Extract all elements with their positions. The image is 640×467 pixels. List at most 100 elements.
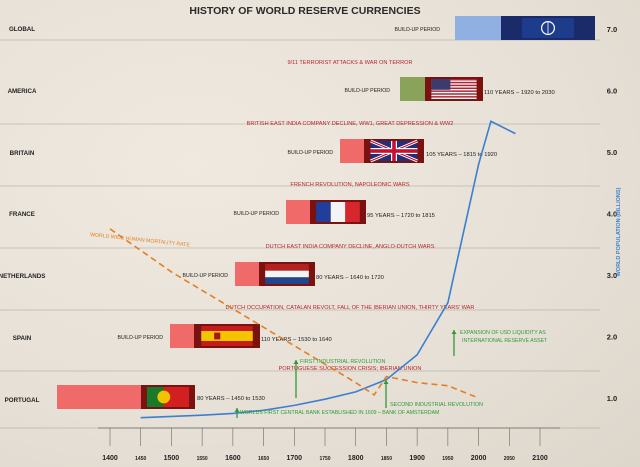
flag-icon-es <box>201 326 253 346</box>
x-tick-label: 1700 <box>286 455 302 462</box>
mortality-label: WORLD WIDE HUMAN MORTALITY RATE <box>90 232 191 248</box>
annotation-first-industrial: FIRST INDUSTRIAL REVOLUTION <box>300 359 385 365</box>
series-point <box>374 394 375 395</box>
row-portugal: PORTUGAL 80 YEARS – 1450 to 1530 <box>5 385 265 409</box>
series-point <box>324 399 325 400</box>
x-tick-label: 2000 <box>471 455 487 462</box>
y-tick-label: 4.0 <box>607 210 617 219</box>
flag-stripe <box>431 87 477 89</box>
buildup-bar <box>455 16 501 40</box>
event-label: 9/11 TERRORIST ATTACKS & WAR ON TERROR <box>287 60 412 66</box>
row-label: FRANCE <box>9 211 35 218</box>
series-point <box>232 308 233 309</box>
series-point <box>109 228 110 229</box>
row-label: BRITAIN <box>10 150 35 157</box>
x-tick-label: 1500 <box>164 455 180 462</box>
flag-stripe <box>345 202 360 222</box>
series-point <box>478 164 479 165</box>
buildup-bar <box>235 262 259 286</box>
flag-stripe <box>330 202 346 222</box>
flag-emblem <box>157 390 171 404</box>
annotation-second-industrial: SECOND INDUSTRIAL REVOLUTION <box>390 402 483 408</box>
x-tick-label: 2100 <box>532 455 548 462</box>
x-tick-label: 1600 <box>225 455 241 462</box>
x-tick-label: 2050 <box>504 456 515 462</box>
series-point <box>386 379 387 380</box>
buildup-bar <box>400 77 425 101</box>
annotations: FIRST INDUSTRIAL REVOLUTION SECOND INDUST… <box>234 330 548 418</box>
y-tick-label: 7.0 <box>607 25 617 34</box>
flag-stripe <box>265 264 309 271</box>
buildup-label: BUILD-UP PERIOD <box>234 211 280 217</box>
row-america: AMERICA BUILD-UP PERIOD 110 YEARS – 1920 t… <box>8 77 555 127</box>
flag-icon-nl <box>265 264 309 284</box>
flag-stripe <box>431 80 477 82</box>
series-line <box>140 120 516 419</box>
row-label: NETHERLANDS <box>0 273 45 280</box>
buildup-label: BUILD-UP PERIOD <box>183 273 229 279</box>
series-point <box>140 417 141 418</box>
flag-icon-us <box>431 79 477 99</box>
flag-emblem <box>214 332 221 340</box>
row-global: GLOBAL BUILD-UP PERIOD 9/11 TERRORIST ATTA… <box>9 16 595 66</box>
flag-icon-pt <box>146 387 190 407</box>
period-label: 80 YEARS – 1450 to 1530 <box>197 396 265 402</box>
flag-stripe <box>201 331 253 341</box>
y-tick-label: 6.0 <box>607 87 617 96</box>
series-point <box>140 250 141 251</box>
row-label: PORTUGAL <box>5 397 40 404</box>
x-tick-label: 1750 <box>319 456 330 462</box>
flag-cross <box>370 149 418 153</box>
buildup-bar <box>340 139 364 163</box>
flag-stripe <box>431 83 477 85</box>
flag-icon-uk <box>370 139 418 163</box>
flag-stripe <box>431 93 477 95</box>
period-label: 80 YEARS – 1640 to 1720 <box>316 275 384 281</box>
annotation-usd-liquidity-2: INTERNATIONAL RESERVE ASSET <box>462 338 548 344</box>
event-label: DUTCH OCCUPATION, CATALAN REVOLT, FALL O… <box>226 305 475 311</box>
buildup-label: BUILD-UP PERIOD <box>395 27 441 33</box>
row-netherlands: NETHERLANDS BUILD-UP PERIOD 80 YEARS – 164… <box>0 262 474 311</box>
buildup-label: BUILD-UP PERIOD <box>345 88 391 94</box>
flag-emblem <box>540 21 555 36</box>
series-point <box>202 290 203 291</box>
flag-stripe <box>163 387 190 407</box>
series-point <box>294 345 295 346</box>
annotation-central-bank: WORLDS FIRST CENTRAL BANK ESTABLISHED IN… <box>240 410 439 416</box>
flag-stripe <box>316 202 331 222</box>
x-tick-label: 1450 <box>135 456 146 462</box>
flag-stripe <box>431 91 477 94</box>
period-label: 110 YEARS – 1920 to 2030 <box>484 90 555 96</box>
period-label: 95 YEARS – 1720 to 1815 <box>367 213 435 219</box>
x-tick-label: 1800 <box>348 455 364 462</box>
series-point <box>171 416 172 417</box>
series-point <box>263 327 264 328</box>
series-point <box>478 397 479 398</box>
flag-icon-un <box>522 18 574 38</box>
flag-stripe <box>265 277 309 284</box>
x-tick-label: 1650 <box>258 456 269 462</box>
row-spain: SPAIN BUILD-UP PERIOD 110 YEARS – 1530 to … <box>13 324 422 372</box>
event-label: FRENCH REVOLUTION, NAPOLEONIC WARS <box>290 182 409 188</box>
buildup-label: BUILD-UP PERIOD <box>118 335 164 341</box>
x-tick-label: 1850 <box>381 456 392 462</box>
flag-canton <box>431 79 451 90</box>
annotation-usd-liquidity: EXPANSION OF USD LIQUIDITY AS <box>460 330 546 336</box>
x-tick-label: 1400 <box>102 455 118 462</box>
series-point <box>171 271 172 272</box>
flag-stripe <box>146 387 164 407</box>
event-label: PORTUGUESE SUCCESSION CRISIS; IBERIAN UN… <box>279 366 422 372</box>
y-axis: 1.0 2.0 3.0 4.0 5.0 6.0 7.0 <box>607 25 617 403</box>
series-point <box>447 385 448 386</box>
flag-stripe <box>431 94 477 97</box>
flag-icon-fr <box>316 202 360 222</box>
row-france: FRANCE BUILD-UP PERIOD 95 YEARS – 1720 to … <box>9 200 435 250</box>
series-point <box>447 302 448 303</box>
flag-stripe <box>431 79 477 81</box>
series-point <box>466 219 467 220</box>
flag-stripe <box>431 89 477 91</box>
row-label: AMERICA <box>8 88 37 95</box>
period-label: 110 YEARS – 1530 to 1640 <box>261 337 332 343</box>
flag-stripe <box>431 97 477 99</box>
